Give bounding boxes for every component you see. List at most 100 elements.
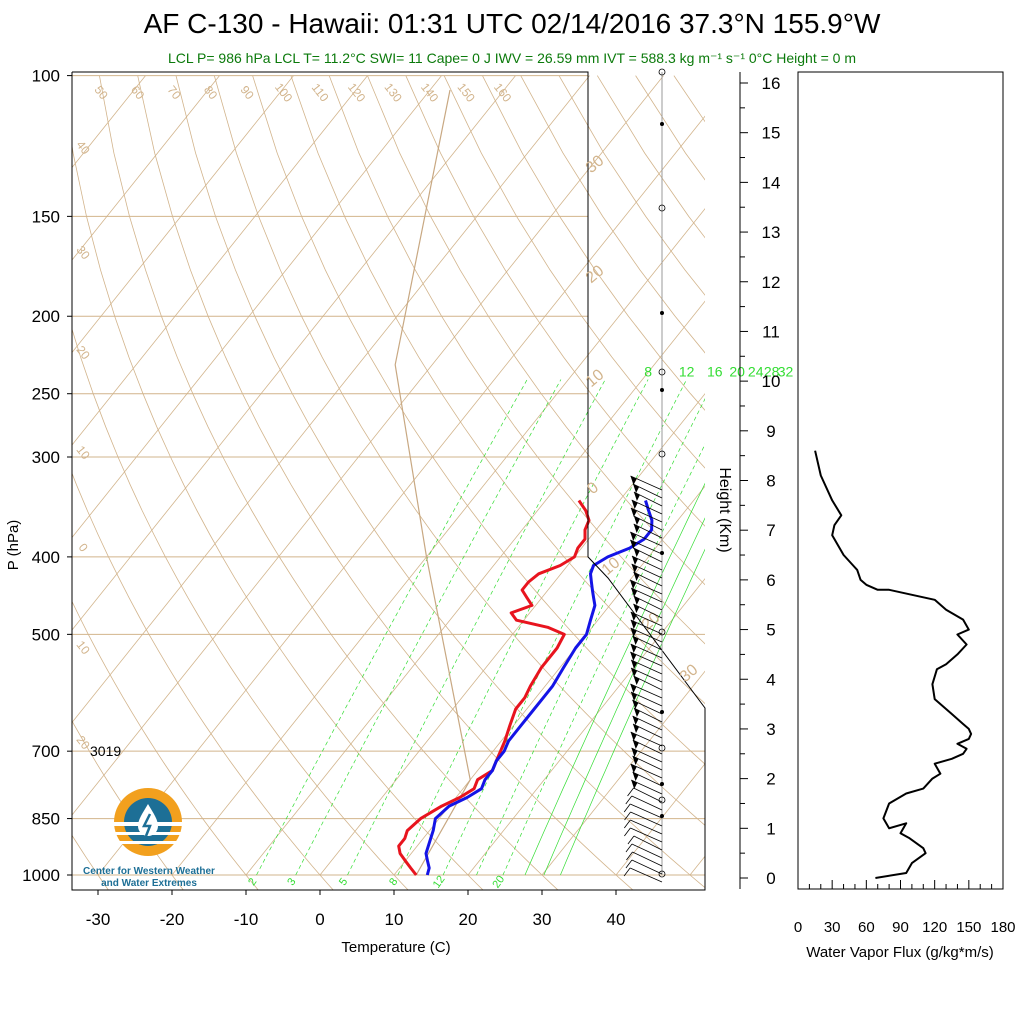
dry-adiabat-line <box>0 76 110 892</box>
mixing-ratio-line <box>477 380 715 876</box>
flux-x-axis-label: Water Vapor Flux (g/kg*m/s) <box>806 944 994 961</box>
left-edge-label: 30 <box>74 243 93 262</box>
height-tick-label: 0 <box>766 869 775 888</box>
height-tick-label: 8 <box>766 472 775 491</box>
flux-y-axis-label: Height (Km) <box>716 467 733 552</box>
right-edge-label: 0 <box>584 479 602 498</box>
dry-adiabat-line <box>368 76 1024 892</box>
logo-wave-3 <box>114 841 182 844</box>
x-tick-label: 20 <box>459 910 478 929</box>
right-edge-label: 30 <box>583 152 608 177</box>
flux-x-tick-label: 30 <box>824 919 841 936</box>
wind-barb <box>632 860 662 874</box>
height-tick-label: 15 <box>762 124 781 143</box>
wind-barb <box>634 676 662 690</box>
theta-label: 150 <box>454 80 478 105</box>
height-tick-label: 10 <box>762 372 781 391</box>
wind-barb-feather <box>626 844 632 852</box>
height-tick-label: 7 <box>766 521 775 540</box>
dry-adiabat-line <box>214 76 785 892</box>
mixing-ratio-line <box>544 380 772 876</box>
theta-label: 50 <box>92 83 111 102</box>
flux-x-tick-label: 180 <box>990 919 1015 936</box>
left-edge-label: 40 <box>74 138 93 157</box>
dry-adiabat-line <box>559 76 1024 892</box>
wind-barb <box>633 572 662 586</box>
isotherm-line <box>0 76 516 875</box>
left-edge-label: 0 <box>76 541 91 555</box>
isotherm-line <box>764 76 1024 875</box>
right-edge-label: 30 <box>677 661 702 686</box>
mixing-ratio-label-bottom: 5 <box>337 876 350 888</box>
height-tick-label: 9 <box>766 422 775 441</box>
wind-barb <box>633 740 662 754</box>
dry-adiabat-line <box>712 76 1024 892</box>
parcel-path-line <box>395 90 470 875</box>
theta-label: 110 <box>309 81 332 105</box>
logo-caption: Center for Western Weather and Water Ext… <box>64 866 234 890</box>
logo-caption-line2: and Water Extremes <box>64 878 234 890</box>
wind-barb <box>631 780 662 794</box>
mixing-ratio-label-bottom: 2 <box>246 876 259 888</box>
p-tick-label: 500 <box>32 625 60 644</box>
flux-x-tick-label: 60 <box>858 919 875 936</box>
x-tick-label: 30 <box>533 910 552 929</box>
dry-adiabat-line <box>636 76 1024 892</box>
theta-label: 130 <box>381 80 405 105</box>
isotherm-line <box>542 76 1024 875</box>
barb-station-dot <box>660 311 663 314</box>
isotherm-line <box>0 76 442 875</box>
wind-barb-feather <box>626 796 632 804</box>
flux-panel: 0123456789101112131415160 30 60 90 120 150 180 <box>740 72 1016 936</box>
dry-adiabat-line <box>138 76 635 892</box>
height-tick-label: 13 <box>762 223 781 242</box>
x-tick-label: 10 <box>385 910 404 929</box>
skewt-y-axis-label: P (hPa) <box>5 520 22 571</box>
wind-barb <box>634 788 662 802</box>
dry-adiabat-line <box>482 76 1024 892</box>
barb-station-dot <box>660 122 663 125</box>
dry-adiabat-line <box>291 76 935 892</box>
right-edge-label: 20 <box>583 262 608 287</box>
left-edge-label: 10 <box>74 443 93 462</box>
x-tick-label: -20 <box>160 910 185 929</box>
mixing-ratio-label: 16 <box>707 364 723 380</box>
mixing-ratio-label: 12 <box>679 364 695 380</box>
p-tick-label: 850 <box>32 810 60 829</box>
theta-label: 120 <box>345 80 369 105</box>
height-tick-label: 1 <box>766 819 775 838</box>
theta-label: 100 <box>272 80 296 105</box>
x-tick-label: 40 <box>607 910 626 929</box>
x-tick-label: 0 <box>315 910 324 929</box>
wind-barb <box>632 852 662 866</box>
mixing-ratio-line <box>560 380 785 876</box>
dry-adiabat-line <box>0 76 185 892</box>
height-tick-label: 11 <box>762 322 780 341</box>
left-edge-label: 20 <box>74 343 93 362</box>
skewt-background-lines <box>0 76 1024 892</box>
height-tick-label: 14 <box>762 173 781 192</box>
isotherm-line <box>98 76 738 875</box>
flux-x-tick-label: 0 <box>794 919 802 936</box>
p-tick-label: 300 <box>32 448 60 467</box>
x-tick-label: -10 <box>234 910 259 929</box>
left-edge-label: 10 <box>74 638 93 657</box>
p-tick-label: 250 <box>32 385 60 404</box>
dry-adiabat-line <box>23 76 410 892</box>
height-annotation: 3019 <box>90 743 121 759</box>
wind-barb <box>634 708 662 722</box>
flux-profile-line <box>815 451 971 878</box>
p-tick-label: 100 <box>32 67 60 86</box>
mixing-ratio-label-bottom: 8 <box>387 876 400 888</box>
right-edge-label: 10 <box>599 554 624 579</box>
p-tick-label: 150 <box>32 207 60 226</box>
isotherm-line <box>468 76 1024 875</box>
p-tick-label: 400 <box>32 548 60 567</box>
mixing-ratio-label-bottom: 12 <box>431 874 448 891</box>
flux-frame <box>798 72 1003 889</box>
mixing-ratio-line <box>257 380 528 876</box>
wind-barb <box>630 828 662 842</box>
isotherm-line <box>394 76 1024 875</box>
mixing-ratio-label: 8 <box>644 364 652 380</box>
theta-label: 60 <box>128 83 147 102</box>
